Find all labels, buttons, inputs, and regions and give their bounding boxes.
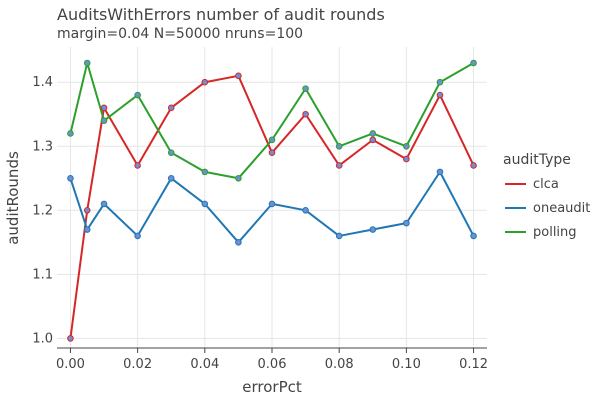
data-point-clca [403,155,410,163]
data-point-oneaudit [268,200,276,208]
data-point-clca [167,104,175,112]
y-axis-title: auditRounds [4,151,22,245]
chart-subtitle: margin=0.04 N=50000 nruns=100 [57,26,303,42]
data-point-oneaudit [67,174,74,182]
data-point-oneaudit [167,174,175,182]
data-point-oneaudit [235,239,242,246]
data-point-oneaudit [369,226,377,233]
data-point-clca [302,110,309,118]
data-point-clca [369,136,377,144]
legend-items: clca oneaudit polling [505,177,590,240]
data-point-clca [100,104,108,112]
data-point-polling [134,91,141,99]
data-point-clca [134,162,141,169]
y-tick-label: 1.2 [32,203,53,218]
data-point-clca [268,149,276,156]
data-point-oneaudit [201,200,209,208]
axis-layer: 0.00 0.02 0.04 0.06 0.08 0.10 0.12 1.0 1.1 1.2 1.3… [32,75,488,372]
data-point-polling [403,142,410,150]
data-point-polling [67,130,74,137]
marker-layer [67,59,477,342]
data-point-polling [167,149,175,156]
x-tick-label: 0.12 [459,357,488,372]
x-tick-label: 0.04 [190,357,219,372]
data-point-clca [83,207,91,214]
data-point-oneaudit [470,232,477,240]
data-point-polling [470,59,477,67]
y-tick-label: 1.3 [32,139,53,154]
data-point-clca [67,335,74,342]
data-point-oneaudit [83,226,91,233]
legend-label-oneaudit: oneaudit [533,201,590,216]
data-point-oneaudit [100,200,108,208]
data-point-polling [335,142,343,150]
data-point-polling [268,136,276,144]
data-point-clca [201,78,209,86]
x-tick-label: 0.10 [392,357,421,372]
series-line-oneaudit [69,170,475,244]
data-point-clca [470,162,477,169]
x-axis-title: errorPct [242,378,302,396]
data-point-oneaudit [335,232,343,240]
x-tick-label: 0.06 [258,357,287,372]
y-tick-label: 1.4 [32,75,53,90]
data-point-oneaudit [436,168,444,176]
data-point-oneaudit [403,219,410,227]
y-tick-label: 1.1 [32,267,53,282]
series-layer [69,62,475,340]
y-tick-label: 1.0 [32,331,53,346]
data-point-clca [235,72,242,80]
data-point-polling [302,85,309,92]
legend-title: auditType [503,152,571,168]
series-line-polling [69,62,475,180]
data-point-polling [436,78,444,86]
data-point-oneaudit [302,207,309,214]
data-point-polling [235,174,242,182]
data-point-polling [369,130,377,137]
x-tick-label: 0.08 [325,357,354,372]
data-point-clca [335,162,343,169]
data-point-oneaudit [134,232,141,240]
legend-label-clca: clca [533,177,559,192]
data-point-polling [201,168,209,176]
data-point-polling [83,59,91,67]
x-tick-label: 0.02 [123,357,152,372]
legend: auditType clca oneaudit polling [503,152,590,240]
data-point-polling [100,117,108,124]
data-point-clca [436,91,444,99]
legend-label-polling: polling [533,225,577,240]
x-tick-label: 0.00 [56,357,85,372]
chart-title: AuditsWithErrors number of audit rounds [57,5,385,24]
